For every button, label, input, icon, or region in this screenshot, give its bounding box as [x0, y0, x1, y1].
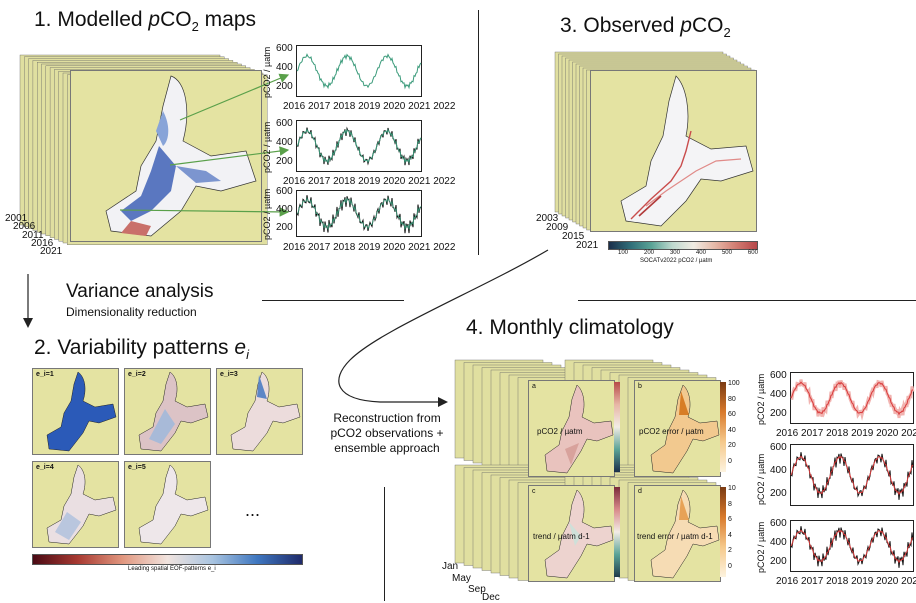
ts1-ytick-400: 400 — [276, 62, 293, 73]
panel1-year-2006: 2006 — [13, 221, 36, 232]
clim-cb-b-ticks: 100 80 60 40 20 0 — [728, 380, 740, 465]
eof-pattern-1: e_i=1 — [32, 368, 119, 455]
ts3-ytick-600: 600 — [276, 186, 293, 197]
ts6-xticks: 2016 2017 2018 2019 2020 2021 2022 — [776, 576, 916, 587]
ts3-ytick-400: 400 — [276, 204, 293, 215]
dimensionality-reduction-label: Dimensionality reduction — [66, 305, 197, 319]
ts6-ylabel: pCO2 / µatm — [756, 521, 766, 573]
reconstruction-text: Reconstruction from pCO2 observations + … — [330, 411, 444, 455]
ts1-xticks: 2016 2017 2018 2019 2020 2021 2022 — [283, 101, 456, 112]
ts2-ytick-400: 400 — [276, 137, 293, 148]
clim-cb-a — [614, 382, 620, 472]
clim-cb-d — [720, 487, 726, 577]
panel3-colorbar — [608, 241, 758, 250]
ts3-ytick-200: 200 — [276, 222, 293, 233]
panel4-title: 4. Monthly climatology — [466, 316, 674, 339]
panel1-year-2011: 2011 — [22, 230, 44, 241]
panel3-year-2009: 2009 — [546, 222, 569, 233]
panel2-title: 2. Variability patterns ei — [34, 336, 249, 363]
panel3-year-2021: 2021 — [576, 240, 599, 251]
panel3-year-2015: 2015 — [562, 231, 585, 242]
panel3-colorbar-ticks: 100 200 300 400 500 600 — [618, 250, 758, 256]
clim-map-d: d trend error / µatm d-1 — [634, 485, 721, 582]
panel1-green-arrows — [119, 73, 290, 217]
divider-bottom-vertical — [384, 487, 385, 601]
ts4-ylabel: pCO2 / µatm — [756, 373, 766, 425]
variance-analysis-label: Variance analysis — [66, 281, 214, 302]
month-jan: Jan — [442, 561, 459, 572]
ts5-ylabel: pCO2 / µatm — [756, 453, 766, 505]
ts6-ytick-200: 200 — [770, 556, 787, 567]
ts2-xticks: 2016 2017 2018 2019 2020 2021 2022 — [283, 176, 456, 187]
ts6-ytick-400: 400 — [770, 537, 787, 548]
panel1-year-2021: 2021 — [40, 246, 63, 257]
ts3-xticks: 2016 2017 2018 2019 2020 2021 2022 — [283, 242, 456, 253]
panel3-year-2003: 2003 — [536, 213, 559, 224]
ts6-ytick-600: 600 — [770, 518, 787, 529]
ts2-ytick-200: 200 — [276, 156, 293, 167]
curved-arrow — [338, 249, 549, 407]
ts4-xticks: 2016 2017 2018 2019 2020 2021 2022 — [776, 428, 916, 439]
eof-pattern-3: e_i=3 — [216, 368, 303, 455]
eof-pattern-2: e_i=2 — [124, 368, 211, 455]
clim-map-a: a pCO2 / µatm — [528, 380, 615, 477]
ts4-ytick-600: 600 — [770, 370, 787, 381]
panel3-title: 3. Observed pCO2 — [560, 14, 731, 41]
ts1-ytick-200: 200 — [276, 81, 293, 92]
ts1-ylabel: pCO2 / µatm — [262, 46, 272, 98]
panel1-year-2016: 2016 — [31, 238, 54, 249]
eof-colorbar — [32, 554, 303, 565]
panel1-year-2001: 2001 — [5, 213, 28, 224]
divider-mid-right — [578, 300, 916, 301]
month-dec: Dec — [482, 592, 500, 603]
panel3-front-map — [590, 70, 757, 232]
clim-map-b: b pCO2 error / µatm — [634, 380, 721, 477]
ts3-ylabel: pCO2 / µatm — [262, 188, 272, 240]
ts5-ytick-200: 200 — [770, 488, 787, 499]
clim-cb-b — [720, 382, 726, 472]
divider-mid-left — [262, 300, 404, 301]
ts1-ytick-600: 600 — [276, 43, 293, 54]
month-sep: Sep — [468, 584, 486, 595]
divider-top-vertical — [478, 10, 479, 255]
ts2-ylabel: pCO2 / µatm — [262, 121, 272, 173]
ts2-ytick-600: 600 — [276, 118, 293, 129]
down-arrow — [23, 274, 33, 328]
eof-pattern-4: e_i=4 — [32, 461, 119, 548]
panel1-title: 1. Modelled pCO2 maps — [34, 8, 257, 35]
clim-map-c: c trend / µatm d-1 — [528, 485, 615, 582]
ts4-ytick-400: 400 — [770, 389, 787, 400]
eof-colorbar-label: Leading spatial EOF-patterns e_i — [128, 566, 216, 572]
ts5-ytick-600: 600 — [770, 442, 787, 453]
eof-pattern-5: e_i=5 — [124, 461, 211, 548]
clim-cb-c — [614, 487, 620, 577]
ts5-ytick-400: 400 — [770, 465, 787, 476]
ts4-ytick-200: 200 — [770, 408, 787, 419]
eof-ellipsis: ... — [245, 500, 261, 520]
month-may: May — [452, 573, 471, 584]
panel3-colorbar-label: SOCATv2022 pCO2 / µatm — [640, 258, 713, 264]
clim-cb-d-ticks: 10 8 6 4 2 0 — [728, 485, 736, 570]
